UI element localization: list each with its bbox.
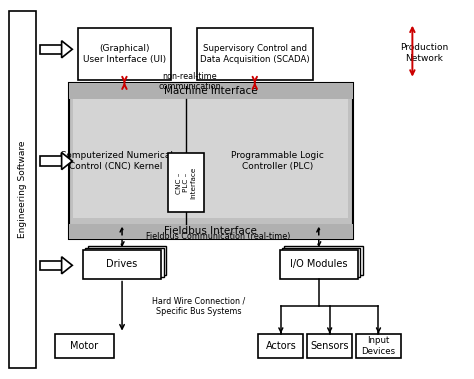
Text: Machine Interface: Machine Interface: [164, 86, 258, 96]
Polygon shape: [40, 45, 62, 54]
Text: Production
Network: Production Network: [400, 43, 448, 63]
Text: Hard Wire Connection /
Specific Bus Systems: Hard Wire Connection / Specific Bus Syst…: [153, 296, 246, 316]
Text: Supervisory Control and
Data Acquisition (SCADA): Supervisory Control and Data Acquisition…: [200, 44, 310, 64]
Polygon shape: [62, 153, 72, 170]
FancyBboxPatch shape: [9, 11, 36, 368]
Polygon shape: [40, 261, 62, 270]
Text: Input
Devices: Input Devices: [362, 336, 395, 356]
FancyBboxPatch shape: [168, 153, 204, 212]
FancyBboxPatch shape: [73, 99, 348, 218]
Text: non-real-time
communication: non-real-time communication: [158, 72, 221, 91]
Text: Programmable Logic
Controller (PLC): Programmable Logic Controller (PLC): [231, 151, 324, 171]
Polygon shape: [62, 41, 72, 58]
Text: Actors: Actors: [265, 341, 296, 351]
FancyBboxPatch shape: [85, 248, 164, 277]
Polygon shape: [40, 157, 62, 166]
FancyBboxPatch shape: [356, 334, 401, 358]
FancyBboxPatch shape: [69, 83, 353, 99]
Text: Fieldbus Communication (real-time): Fieldbus Communication (real-time): [146, 232, 290, 241]
FancyBboxPatch shape: [284, 246, 363, 275]
Text: Drives: Drives: [107, 259, 137, 269]
FancyBboxPatch shape: [282, 248, 360, 277]
Text: (Graphical)
User Interface (UI): (Graphical) User Interface (UI): [83, 44, 166, 64]
FancyBboxPatch shape: [69, 83, 353, 239]
Text: I/O Modules: I/O Modules: [290, 259, 347, 269]
Polygon shape: [62, 257, 72, 274]
Text: Engineering Software: Engineering Software: [18, 141, 27, 238]
FancyBboxPatch shape: [197, 28, 313, 80]
FancyBboxPatch shape: [83, 250, 161, 279]
Text: Fieldbus Interface: Fieldbus Interface: [164, 226, 257, 236]
FancyBboxPatch shape: [280, 250, 358, 279]
FancyBboxPatch shape: [78, 28, 171, 80]
Text: Computerized Numerical
Control (CNC) Kernel: Computerized Numerical Control (CNC) Ker…: [60, 151, 173, 171]
FancyBboxPatch shape: [88, 246, 166, 275]
Text: CNC –
PLC –
Interface: CNC – PLC – Interface: [176, 167, 196, 199]
FancyBboxPatch shape: [307, 334, 352, 358]
Text: Motor: Motor: [70, 341, 98, 351]
FancyBboxPatch shape: [69, 224, 353, 239]
Text: Sensors: Sensors: [310, 341, 349, 351]
FancyBboxPatch shape: [55, 334, 114, 358]
FancyBboxPatch shape: [258, 334, 303, 358]
